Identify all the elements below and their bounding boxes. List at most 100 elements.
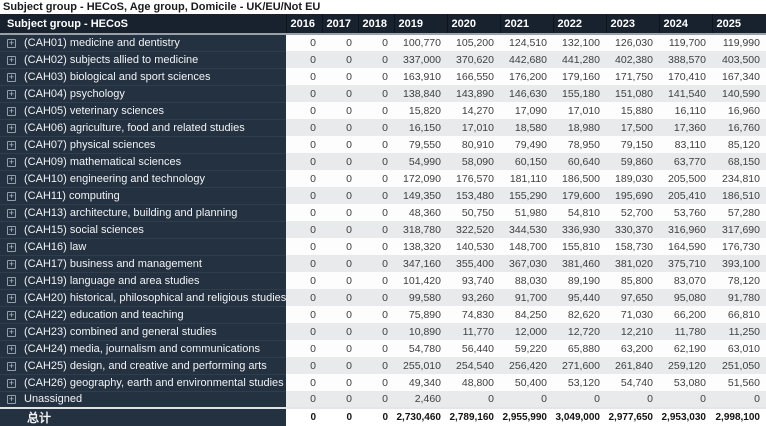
value-cell: 0: [286, 407, 322, 426]
row-label-cell[interactable]: + (CAH01) medicine and dentistry: [0, 34, 286, 52]
table-row: + (CAH19) language and area studies 0 0 0 101…: [0, 272, 766, 290]
value-cell: 0: [286, 340, 322, 357]
expand-icon[interactable]: +: [7, 105, 16, 116]
value-cell: 0: [286, 323, 322, 340]
column-header-year-2022[interactable]: 2022: [552, 14, 606, 35]
value-cell: 155,810: [553, 238, 606, 255]
row-label: (CAH26) geography, earth and environment…: [24, 376, 284, 389]
value-cell: 53,120: [553, 374, 606, 391]
value-cell: 2,730,460: [394, 407, 447, 426]
row-label: (CAH10) engineering and technology: [24, 172, 206, 185]
value-cell: 100,770: [394, 34, 447, 51]
value-cell: 186,500: [553, 170, 606, 187]
row-label-cell[interactable]: + (CAH11) computing: [0, 187, 286, 205]
column-header-year-2019[interactable]: 2019: [393, 14, 447, 35]
expand-icon[interactable]: +: [7, 326, 16, 337]
value-cell: 0: [358, 204, 394, 221]
value-cell: 0: [286, 221, 322, 238]
expand-icon[interactable]: +: [7, 88, 16, 99]
row-label-cell[interactable]: + (CAH22) education and teaching: [0, 306, 286, 324]
value-cell: 0: [322, 323, 358, 340]
row-label: (CAH16) law: [24, 240, 87, 253]
row-label-cell[interactable]: + (CAH25) design, and creative and perfor…: [0, 357, 286, 375]
value-cell: 0: [286, 153, 322, 170]
column-header-year-2021[interactable]: 2021: [499, 14, 553, 35]
expand-icon[interactable]: +: [7, 190, 16, 201]
value-cell: 318,780: [394, 221, 447, 238]
expand-icon[interactable]: +: [7, 54, 16, 65]
expand-icon[interactable]: +: [7, 258, 16, 269]
expand-icon[interactable]: +: [7, 224, 16, 235]
expand-icon[interactable]: +: [7, 360, 16, 371]
expand-icon[interactable]: +: [7, 173, 16, 184]
value-cell: 316,960: [659, 221, 712, 238]
row-label-cell[interactable]: + (CAH23) combined and general studies: [0, 323, 286, 341]
column-header-year-2020[interactable]: 2020: [446, 14, 500, 35]
expand-icon[interactable]: +: [7, 377, 16, 388]
value-cell: 12,210: [606, 323, 659, 340]
expand-icon[interactable]: +: [7, 275, 16, 286]
expand-icon[interactable]: +: [7, 71, 16, 82]
value-cell: 119,990: [712, 34, 766, 51]
value-cell: 48,360: [394, 204, 447, 221]
value-cell: 0: [286, 68, 322, 85]
column-header-year-2025[interactable]: 2025: [711, 14, 766, 35]
value-cell: 205,500: [659, 170, 712, 187]
column-header-year-2023[interactable]: 2023: [605, 14, 659, 35]
row-label-cell[interactable]: + (CAH06) agriculture, food and related s…: [0, 119, 286, 137]
value-cell: 158,730: [606, 238, 659, 255]
expand-icon[interactable]: +: [7, 37, 16, 48]
value-cell: 71,030: [606, 306, 659, 323]
value-cell: 16,150: [394, 119, 447, 136]
row-label-cell[interactable]: + (CAH17) business and management: [0, 255, 286, 273]
row-label-cell[interactable]: + (CAH26) geography, earth and environmen…: [0, 374, 286, 392]
value-cell: 151,080: [606, 85, 659, 102]
expand-icon[interactable]: +: [7, 241, 16, 252]
expand-icon[interactable]: +: [7, 343, 16, 354]
value-cell: 0: [286, 289, 322, 306]
row-label-cell[interactable]: + (CAH20) historical, philosophical and r…: [0, 289, 286, 307]
row-label-cell[interactable]: + (CAH09) mathematical sciences: [0, 153, 286, 171]
column-header-year-2024[interactable]: 2024: [658, 14, 712, 35]
row-label-cell[interactable]: + (CAH24) media, journalism and communica…: [0, 340, 286, 358]
row-label-cell[interactable]: + (CAH04) psychology: [0, 85, 286, 103]
value-cell: 89,190: [553, 272, 606, 289]
value-cell: 18,980: [553, 119, 606, 136]
expand-icon[interactable]: +: [7, 207, 16, 218]
row-label-cell[interactable]: + (CAH13) architecture, building and plan…: [0, 204, 286, 222]
table-row: + (CAH16) law 0 0 0 138,320 140,530 148,700 155,…: [0, 238, 766, 256]
value-cell: 0: [358, 340, 394, 357]
column-header-year-2017[interactable]: 2017: [321, 14, 358, 35]
row-label-cell[interactable]: + (CAH16) law: [0, 238, 286, 256]
row-label: (CAH02) subjects allied to medicine: [24, 53, 199, 66]
row-label-cell[interactable]: + (CAH07) physical sciences: [0, 136, 286, 154]
row-label-cell[interactable]: + (CAH05) veterinary sciences: [0, 102, 286, 120]
expand-icon[interactable]: +: [7, 292, 16, 303]
expand-icon[interactable]: +: [7, 139, 16, 150]
value-cell: 11,250: [712, 323, 766, 340]
value-cell: 78,950: [553, 136, 606, 153]
row-label-cell[interactable]: + Unassigned: [0, 391, 286, 409]
expand-icon[interactable]: +: [7, 394, 16, 405]
row-label-cell[interactable]: + (CAH03) biological and sport sciences: [0, 68, 286, 86]
row-label: (CAH11) computing: [24, 189, 120, 202]
row-label-cell[interactable]: + (CAH02) subjects allied to medicine: [0, 51, 286, 69]
value-cell: 0: [358, 34, 394, 51]
expand-icon[interactable]: +: [7, 309, 16, 320]
value-cell: 0: [322, 204, 358, 221]
value-cell: 167,340: [712, 68, 766, 85]
value-cell: 441,280: [553, 51, 606, 68]
expand-icon[interactable]: +: [7, 156, 16, 167]
row-label-cell[interactable]: + (CAH19) language and area studies: [0, 272, 286, 290]
column-header-subject-group[interactable]: Subject group - HECoS: [0, 14, 286, 35]
value-cell: 0: [358, 255, 394, 272]
column-header-year-2018[interactable]: 2018: [357, 14, 394, 35]
value-cell: 0: [322, 306, 358, 323]
row-label-cell[interactable]: + (CAH15) social sciences: [0, 221, 286, 239]
value-cell: 80,910: [447, 136, 500, 153]
value-cell: 0: [358, 187, 394, 204]
row-label: (CAH13) architecture, building and plann…: [24, 206, 238, 219]
row-label-cell[interactable]: + (CAH10) engineering and technology: [0, 170, 286, 188]
expand-icon[interactable]: +: [7, 122, 16, 133]
column-header-year-2016[interactable]: 2016: [285, 14, 322, 35]
